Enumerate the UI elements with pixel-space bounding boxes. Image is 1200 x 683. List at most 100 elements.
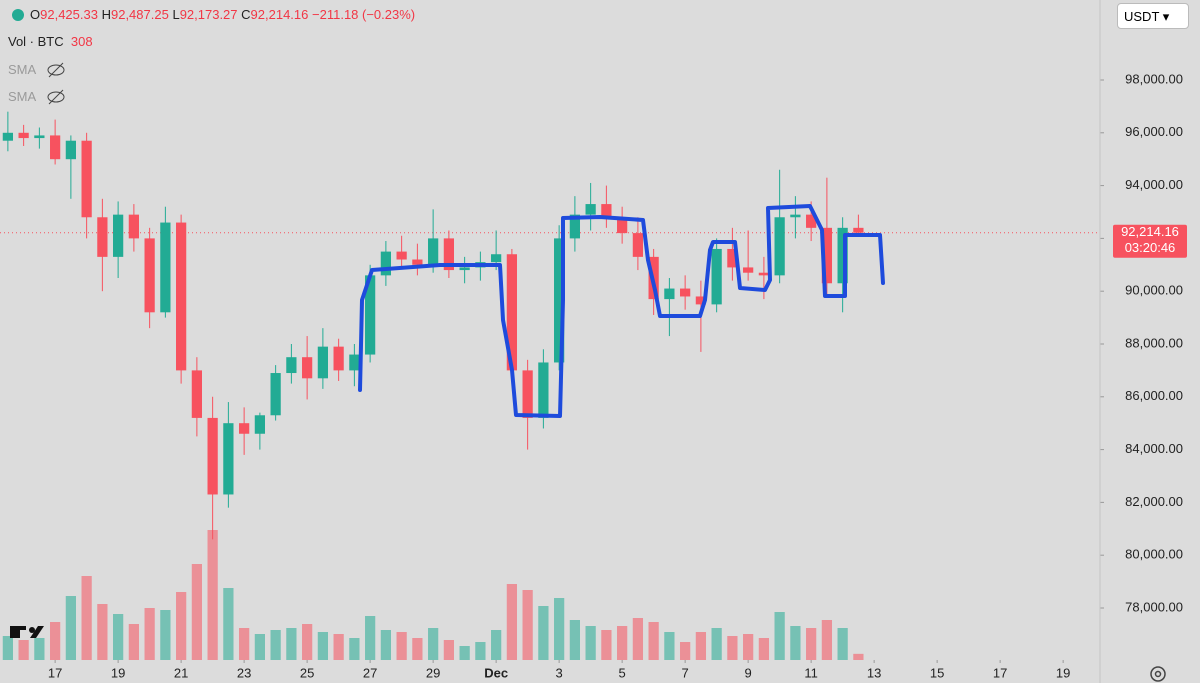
volume-bar xyxy=(428,628,439,660)
x-tick-label: 13 xyxy=(867,665,881,680)
ohlc-key: L xyxy=(172,7,180,22)
hide-icon[interactable] xyxy=(47,89,65,105)
last-price-label: 92,214.16 xyxy=(1121,224,1179,239)
volume-bar xyxy=(617,626,628,660)
indicator-label[interactable]: SMA xyxy=(8,89,37,104)
candle-body xyxy=(239,423,250,434)
volume-legend: Vol · BTC 308 xyxy=(8,34,93,49)
volume-bar xyxy=(365,616,376,660)
ohlc-legend: O92,425.33 H92,487.25 L92,173.27 C92,214… xyxy=(30,7,415,22)
indicator-label[interactable]: SMA xyxy=(8,62,37,77)
x-tick-label: 19 xyxy=(111,665,125,680)
ohlc-value: 92,487.25 xyxy=(110,7,169,22)
volume-bar xyxy=(239,628,250,660)
candle-body xyxy=(727,248,738,268)
candle-body xyxy=(113,214,124,257)
x-tick-label: 15 xyxy=(930,665,944,680)
candle-body xyxy=(837,227,848,284)
candle-body xyxy=(302,357,313,379)
volume-bar xyxy=(491,630,502,660)
candle-body xyxy=(270,373,281,416)
volume-label: Vol · BTC xyxy=(8,34,64,49)
x-tick-label: 27 xyxy=(363,665,377,680)
candle-body xyxy=(97,217,108,257)
candle-body xyxy=(806,214,817,228)
y-tick-label: 90,000.00 xyxy=(1125,283,1183,298)
volume-bar xyxy=(254,634,265,660)
ohlc-value: 92,425.33 xyxy=(40,7,98,22)
candle-body xyxy=(585,204,596,215)
volume-bar xyxy=(302,624,313,660)
ohlc-value: 92,214.16 xyxy=(250,7,309,22)
volume-bar xyxy=(443,640,455,660)
candle-body xyxy=(65,140,76,160)
candle-body xyxy=(191,370,202,418)
candle-body xyxy=(522,370,533,418)
volume-bar xyxy=(349,638,360,660)
volume-bar xyxy=(270,630,281,660)
candle-body xyxy=(554,238,565,363)
settings-icon[interactable] xyxy=(1150,666,1166,682)
candle-body xyxy=(443,238,455,271)
countdown: 03:20:46 xyxy=(1125,240,1176,255)
volume-bar xyxy=(743,634,754,660)
volume-bar xyxy=(160,610,171,660)
volume-bar xyxy=(758,638,770,660)
volume-bar xyxy=(207,530,218,660)
volume-bar xyxy=(695,632,707,660)
candle-body xyxy=(2,132,13,141)
candle-body xyxy=(223,423,234,495)
volume-bar xyxy=(664,632,675,660)
candle-body xyxy=(349,354,360,371)
volume-bar xyxy=(837,628,848,660)
candle-body xyxy=(758,272,770,276)
volume-bar xyxy=(601,630,612,660)
status-dot xyxy=(12,9,24,21)
volume-bar xyxy=(144,608,155,660)
volume-bar xyxy=(790,626,801,660)
candle-body xyxy=(790,214,801,218)
x-tick-label: 25 xyxy=(300,665,314,680)
volume-bar xyxy=(286,628,297,660)
y-tick-label: 94,000.00 xyxy=(1125,177,1183,192)
y-tick-label: 86,000.00 xyxy=(1125,388,1183,403)
volume-bar xyxy=(585,626,596,660)
x-tick-label: 5 xyxy=(619,665,626,680)
candle-body xyxy=(317,346,328,379)
volume-bar xyxy=(774,612,785,660)
volume-bar xyxy=(459,646,470,660)
hand-drawn-line xyxy=(358,204,885,418)
volume-bar xyxy=(648,622,659,660)
y-tick-label: 80,000.00 xyxy=(1125,547,1183,562)
volume-bar xyxy=(569,620,581,660)
x-tick-label: 3 xyxy=(556,665,563,680)
x-tick-label: 7 xyxy=(682,665,689,680)
x-tick-label: 11 xyxy=(804,665,818,680)
volume-bar xyxy=(223,588,234,660)
volume-bar xyxy=(81,576,92,660)
grid xyxy=(0,0,1104,683)
hide-icon[interactable] xyxy=(47,62,65,78)
ohlc-key: O xyxy=(30,7,41,22)
volume-bar xyxy=(396,632,407,660)
candle-body xyxy=(821,227,833,284)
candle-body xyxy=(569,214,581,239)
volume-bar xyxy=(821,620,833,660)
volume-pane xyxy=(2,530,864,660)
ohlc-value: 92,173.27 xyxy=(179,7,238,22)
y-tick-label: 84,000.00 xyxy=(1125,441,1183,456)
candle-body xyxy=(538,362,549,418)
volume-bar xyxy=(317,632,328,660)
x-tick-label: 23 xyxy=(237,665,251,680)
x-tick-label: Dec xyxy=(484,665,508,680)
last-price-tag xyxy=(1113,224,1187,258)
candles xyxy=(2,111,864,540)
volume-bar xyxy=(2,636,13,660)
volume-bar xyxy=(65,596,76,660)
y-tick-label: 82,000.00 xyxy=(1125,494,1183,509)
currency-select[interactable]: USDT ▾ xyxy=(1117,3,1189,29)
candle-body xyxy=(254,415,265,434)
volume-bar xyxy=(113,614,124,660)
volume-bar xyxy=(853,653,864,660)
